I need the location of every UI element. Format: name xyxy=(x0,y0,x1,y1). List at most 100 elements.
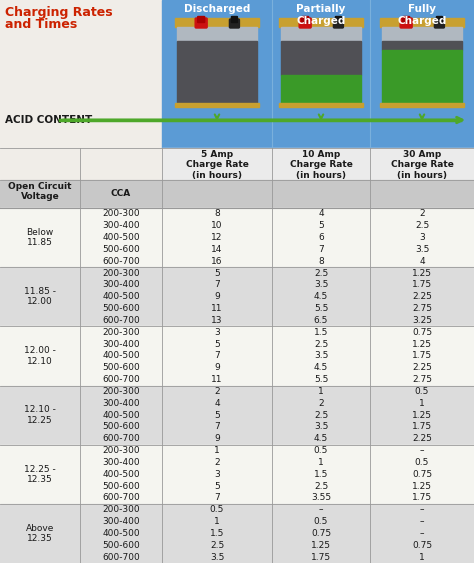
Bar xyxy=(279,103,363,107)
Text: ACID CONTENT: ACID CONTENT xyxy=(5,115,92,125)
Text: 1.75: 1.75 xyxy=(412,351,432,360)
Text: 1.25: 1.25 xyxy=(412,481,432,490)
Bar xyxy=(0,445,474,504)
Text: –: – xyxy=(420,505,424,514)
Text: 300-400: 300-400 xyxy=(102,339,140,348)
Bar xyxy=(381,18,464,27)
Text: 300-400: 300-400 xyxy=(102,221,140,230)
Text: 0.5: 0.5 xyxy=(210,505,224,514)
Text: 1: 1 xyxy=(318,387,324,396)
Text: 4.5: 4.5 xyxy=(314,292,328,301)
Text: 400-500: 400-500 xyxy=(102,233,140,242)
Bar xyxy=(162,148,272,180)
Bar xyxy=(383,41,462,50)
Text: 3.5: 3.5 xyxy=(314,351,328,360)
Bar xyxy=(0,0,162,148)
Text: 600-700: 600-700 xyxy=(102,316,140,325)
Text: 2.5: 2.5 xyxy=(314,481,328,490)
Bar xyxy=(0,267,474,327)
Bar xyxy=(282,27,361,41)
Text: 5: 5 xyxy=(214,269,220,278)
Bar xyxy=(370,148,474,180)
Text: 4: 4 xyxy=(214,399,220,408)
Text: 1: 1 xyxy=(214,446,220,455)
Text: 13: 13 xyxy=(211,316,223,325)
Text: 30 Amp
Charge Rate
(in hours): 30 Amp Charge Rate (in hours) xyxy=(391,150,454,180)
Text: 16: 16 xyxy=(211,257,223,266)
Text: 0.75: 0.75 xyxy=(412,328,432,337)
Text: 2.5: 2.5 xyxy=(210,540,224,549)
Bar xyxy=(0,386,474,445)
FancyBboxPatch shape xyxy=(437,16,442,23)
Text: 5: 5 xyxy=(214,481,220,490)
Text: 3: 3 xyxy=(214,328,220,337)
Text: 6: 6 xyxy=(318,233,324,242)
Bar xyxy=(381,103,464,107)
Text: 400-500: 400-500 xyxy=(102,410,140,419)
Bar xyxy=(272,148,370,180)
Text: 0.5: 0.5 xyxy=(314,517,328,526)
Text: 4.5: 4.5 xyxy=(314,363,328,372)
Text: Above
12.35: Above 12.35 xyxy=(26,524,54,543)
Text: –: – xyxy=(420,446,424,455)
Text: 12.25 -
12.35: 12.25 - 12.35 xyxy=(24,464,56,484)
Text: Discharged: Discharged xyxy=(184,4,250,14)
Text: 1.25: 1.25 xyxy=(412,410,432,419)
Bar xyxy=(0,504,474,563)
Text: 5.5: 5.5 xyxy=(314,304,328,313)
Text: 4: 4 xyxy=(318,209,324,218)
Text: 300-400: 300-400 xyxy=(102,517,140,526)
Text: 2.5: 2.5 xyxy=(415,221,429,230)
Text: 3: 3 xyxy=(214,470,220,479)
Text: and Times: and Times xyxy=(5,18,77,31)
Bar xyxy=(282,75,361,103)
Text: 500-600: 500-600 xyxy=(102,304,140,313)
Text: 3: 3 xyxy=(419,233,425,242)
Text: 300-400: 300-400 xyxy=(102,399,140,408)
Text: 3.5: 3.5 xyxy=(415,245,429,254)
FancyBboxPatch shape xyxy=(195,18,207,28)
Text: 2: 2 xyxy=(214,458,220,467)
Text: 1.25: 1.25 xyxy=(412,269,432,278)
Text: 2.5: 2.5 xyxy=(314,339,328,348)
Bar xyxy=(370,0,474,148)
Text: 600-700: 600-700 xyxy=(102,552,140,561)
Text: 8: 8 xyxy=(214,209,220,218)
Text: 200-300: 200-300 xyxy=(102,505,140,514)
Text: 5: 5 xyxy=(318,221,324,230)
Text: 2.75: 2.75 xyxy=(412,375,432,384)
Bar xyxy=(0,180,474,208)
Text: 5: 5 xyxy=(214,410,220,419)
Text: 1.75: 1.75 xyxy=(412,422,432,431)
Text: –: – xyxy=(319,505,323,514)
FancyBboxPatch shape xyxy=(198,16,205,23)
Text: 200-300: 200-300 xyxy=(102,269,140,278)
Text: 2.25: 2.25 xyxy=(412,292,432,301)
Text: Partially
Charged: Partially Charged xyxy=(296,4,346,25)
Text: 500-600: 500-600 xyxy=(102,245,140,254)
Text: 2: 2 xyxy=(214,387,220,396)
Text: 5.5: 5.5 xyxy=(314,375,328,384)
Bar xyxy=(175,18,259,27)
Text: 2: 2 xyxy=(419,209,425,218)
Bar xyxy=(282,41,361,75)
Text: 1.75: 1.75 xyxy=(412,280,432,289)
Text: 0.5: 0.5 xyxy=(415,387,429,396)
Text: 200-300: 200-300 xyxy=(102,328,140,337)
Text: 5 Amp
Charge Rate
(in hours): 5 Amp Charge Rate (in hours) xyxy=(185,150,248,180)
Text: 500-600: 500-600 xyxy=(102,422,140,431)
Text: 2: 2 xyxy=(318,399,324,408)
FancyBboxPatch shape xyxy=(301,16,309,23)
FancyBboxPatch shape xyxy=(400,18,412,28)
Text: 7: 7 xyxy=(214,422,220,431)
Text: 3.55: 3.55 xyxy=(311,493,331,502)
Text: 12: 12 xyxy=(211,233,223,242)
Text: 1: 1 xyxy=(419,552,425,561)
Text: 2.25: 2.25 xyxy=(412,434,432,443)
Text: 9: 9 xyxy=(214,292,220,301)
Text: 4: 4 xyxy=(419,257,425,266)
FancyBboxPatch shape xyxy=(402,16,410,23)
Bar xyxy=(272,0,370,148)
Text: 2.25: 2.25 xyxy=(412,363,432,372)
Text: CCA: CCA xyxy=(111,190,131,199)
